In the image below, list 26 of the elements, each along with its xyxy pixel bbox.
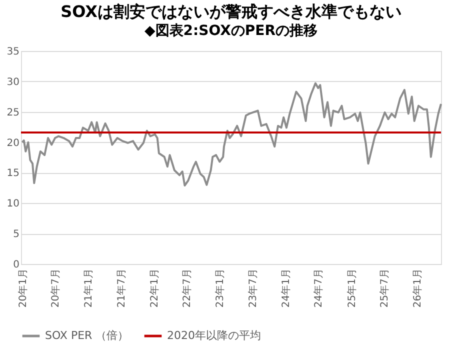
y-tick-label: 35	[6, 46, 20, 58]
x-tick-label: 24年7月	[312, 268, 325, 308]
y-tick-label: 5	[13, 229, 20, 240]
x-tick-label: 21年7月	[115, 268, 128, 308]
x-tick-label: 25年1月	[346, 268, 358, 308]
x-tick-label: 22年7月	[181, 268, 194, 308]
x-tick-label: 25年7月	[378, 268, 390, 308]
x-tick-label: 23年1月	[214, 268, 226, 308]
x-tick-label: 21年1月	[82, 268, 95, 308]
x-tick-label: 26年1月	[412, 268, 424, 308]
chart-title: SOXは割安ではないが警戒すべき水準でもない	[60, 2, 402, 21]
y-tick-label: 0	[13, 260, 20, 270]
chart-subtitle: ◆図表2:SOXのPERの推移	[144, 23, 318, 39]
x-tick-label: 20年7月	[50, 268, 62, 308]
y-tick-label: 20	[6, 138, 20, 149]
y-tick-label: 15	[6, 168, 20, 180]
x-tick-label: 24年1月	[280, 268, 292, 308]
line-series	[21, 82, 442, 186]
y-tick-label: 10	[6, 198, 20, 210]
legend-label: SOX PER （倍）	[45, 329, 129, 342]
y-tick-label: 25	[6, 107, 20, 118]
y-tick-label: 30	[6, 76, 20, 88]
x-tick-label: 22年1月	[148, 268, 160, 308]
x-tick-label: 23年7月	[246, 268, 259, 308]
x-tick-label: 20年1月	[16, 268, 29, 308]
legend-label: 2020年以降の平均	[167, 329, 261, 342]
